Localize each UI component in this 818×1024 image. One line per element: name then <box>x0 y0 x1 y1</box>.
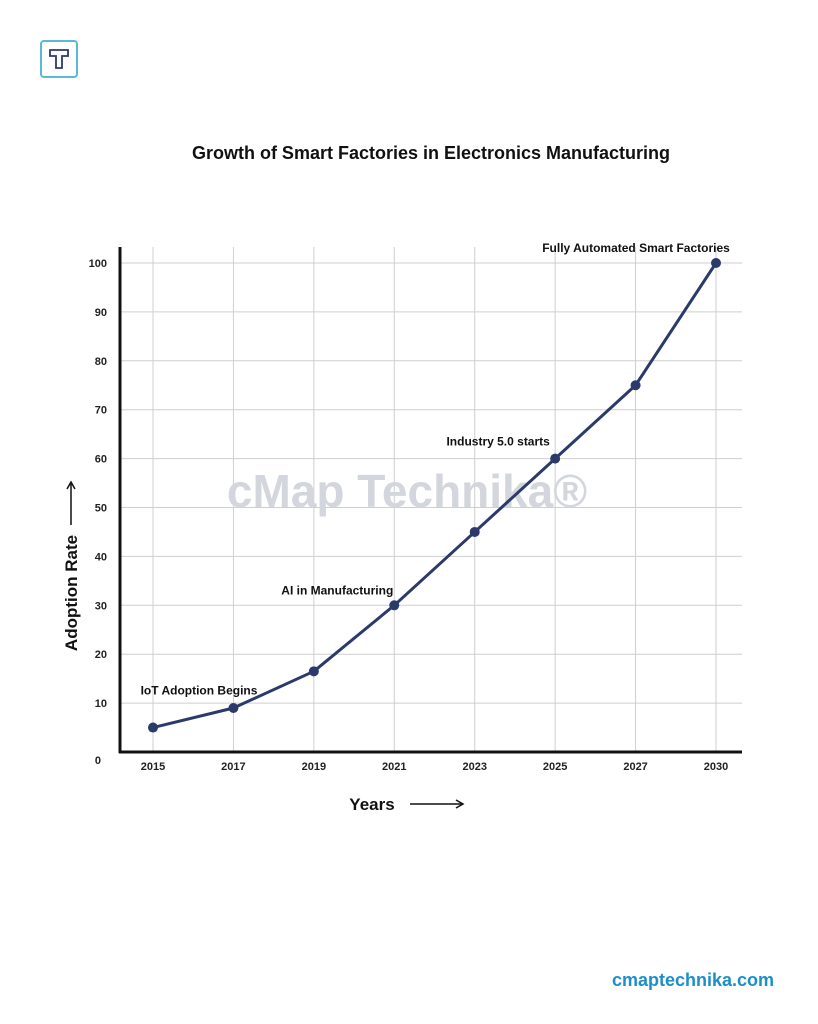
x-tick-label: 2019 <box>302 761 326 773</box>
logo <box>40 40 78 78</box>
y-arrow-icon <box>66 480 76 525</box>
axes <box>118 247 742 754</box>
y-tick-label: 90 <box>95 307 107 319</box>
x-tick-label: 2023 <box>462 761 486 773</box>
x-tick-label: 2027 <box>623 761 647 773</box>
data-point <box>308 666 319 677</box>
data-point <box>469 526 480 537</box>
data-point <box>711 258 721 268</box>
y-tick-label: 60 <box>95 454 107 466</box>
annotations: IoT Adoption Begins AI in Manufacturing In… <box>141 241 731 698</box>
annotation-label: AI in Manufacturing <box>281 583 393 597</box>
y-tick-label: 80 <box>95 356 107 368</box>
x-tick-label: 2015 <box>141 761 165 773</box>
data-point <box>630 380 641 391</box>
data-point <box>389 600 400 611</box>
website-link[interactable]: cmaptechnika.com <box>611 970 774 990</box>
data-point <box>228 702 239 713</box>
data-point <box>550 453 561 464</box>
y-tick-label: 70 <box>95 405 107 417</box>
logo-t-icon <box>49 49 69 69</box>
y-tick-label: 30 <box>95 600 107 612</box>
chart-title: Growth of Smart Factories in Electronics… <box>191 143 671 163</box>
data-point <box>148 722 158 733</box>
watermark: cMap Technika® <box>227 465 587 517</box>
y-tick-label: 10 <box>95 698 107 710</box>
x-tick-label: 2017 <box>221 761 245 773</box>
grid <box>120 247 742 752</box>
x-tick-label: 2030 <box>704 761 728 773</box>
y-axis-label: Adoption Rate <box>62 535 81 651</box>
y-tick-label: 40 <box>95 551 107 563</box>
x-axis-label: Years <box>349 795 394 814</box>
annotation-label: Industry 5.0 starts <box>446 435 550 449</box>
y-tick-label: 20 <box>95 649 107 661</box>
x-arrow-icon <box>410 799 465 809</box>
x-tick-label: 2025 <box>543 761 567 773</box>
series-line <box>152 262 718 730</box>
y-tick-label: 0 <box>95 755 101 767</box>
annotation-label: Fully Automated Smart Factories <box>542 241 730 255</box>
y-tick-label: 50 <box>95 503 107 515</box>
x-tick-label: 2021 <box>382 761 406 773</box>
annotation-label: IoT Adoption Begins <box>141 684 258 698</box>
series <box>148 258 721 733</box>
y-tick-label: 100 <box>89 258 107 270</box>
